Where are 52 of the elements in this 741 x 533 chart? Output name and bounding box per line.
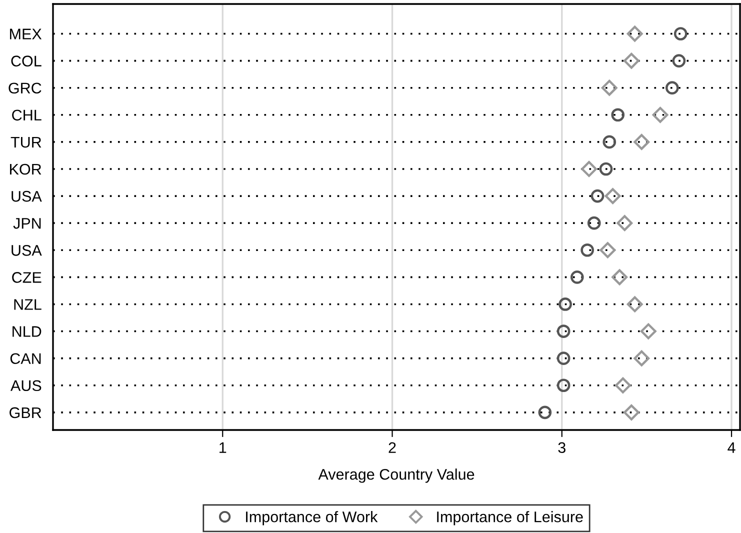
point — [587, 216, 601, 230]
x-tick-label: 4 — [728, 442, 736, 453]
point — [556, 378, 570, 392]
point — [558, 298, 572, 311]
legend-label: Importance of Work — [246, 511, 378, 526]
y-tick-label: CHL — [12, 110, 42, 121]
point — [599, 162, 613, 176]
point — [616, 215, 633, 232]
point — [611, 108, 625, 122]
point — [614, 377, 631, 394]
y-tick-label: USA — [12, 245, 42, 256]
point — [601, 80, 618, 96]
point — [538, 406, 552, 420]
point — [556, 324, 570, 338]
point — [600, 242, 616, 258]
point — [634, 134, 650, 150]
legend-label: Importance of Leisure — [437, 511, 583, 526]
x-tick-label: 1 — [220, 442, 226, 453]
point — [602, 135, 616, 149]
y-tick-label: GRC — [8, 82, 42, 94]
point — [634, 350, 650, 366]
y-tick-label: CZE — [12, 272, 42, 283]
y-tick-label: CAN — [10, 353, 41, 364]
y-tick-label: NZL — [14, 299, 42, 310]
point — [640, 323, 656, 340]
point — [590, 189, 604, 203]
point — [581, 161, 598, 177]
y-tick-label: COL — [11, 56, 42, 66]
point — [665, 81, 679, 95]
point — [674, 27, 688, 40]
x-tick-label: 3 — [558, 442, 566, 454]
point — [623, 404, 640, 420]
point — [626, 296, 643, 312]
point — [556, 352, 570, 365]
point — [570, 270, 584, 284]
x-axis-title: Average Country Value — [318, 468, 474, 483]
y-tick-label: JPN — [13, 218, 41, 229]
point — [623, 52, 640, 69]
point — [672, 54, 686, 68]
point — [580, 243, 594, 257]
point — [612, 269, 628, 286]
point — [626, 26, 643, 42]
y-tick-label: MEX — [10, 28, 42, 40]
y-tick-label: NLD — [12, 326, 42, 337]
point — [604, 188, 621, 204]
x-tick-label: 2 — [388, 442, 396, 453]
y-tick-label: USA — [12, 190, 42, 202]
y-tick-label: KOR — [10, 164, 42, 175]
y-tick-label: AUS — [10, 380, 42, 392]
point — [652, 106, 668, 123]
y-tick-label: GBR — [10, 407, 42, 418]
y-tick-label: TUR — [10, 136, 42, 148]
